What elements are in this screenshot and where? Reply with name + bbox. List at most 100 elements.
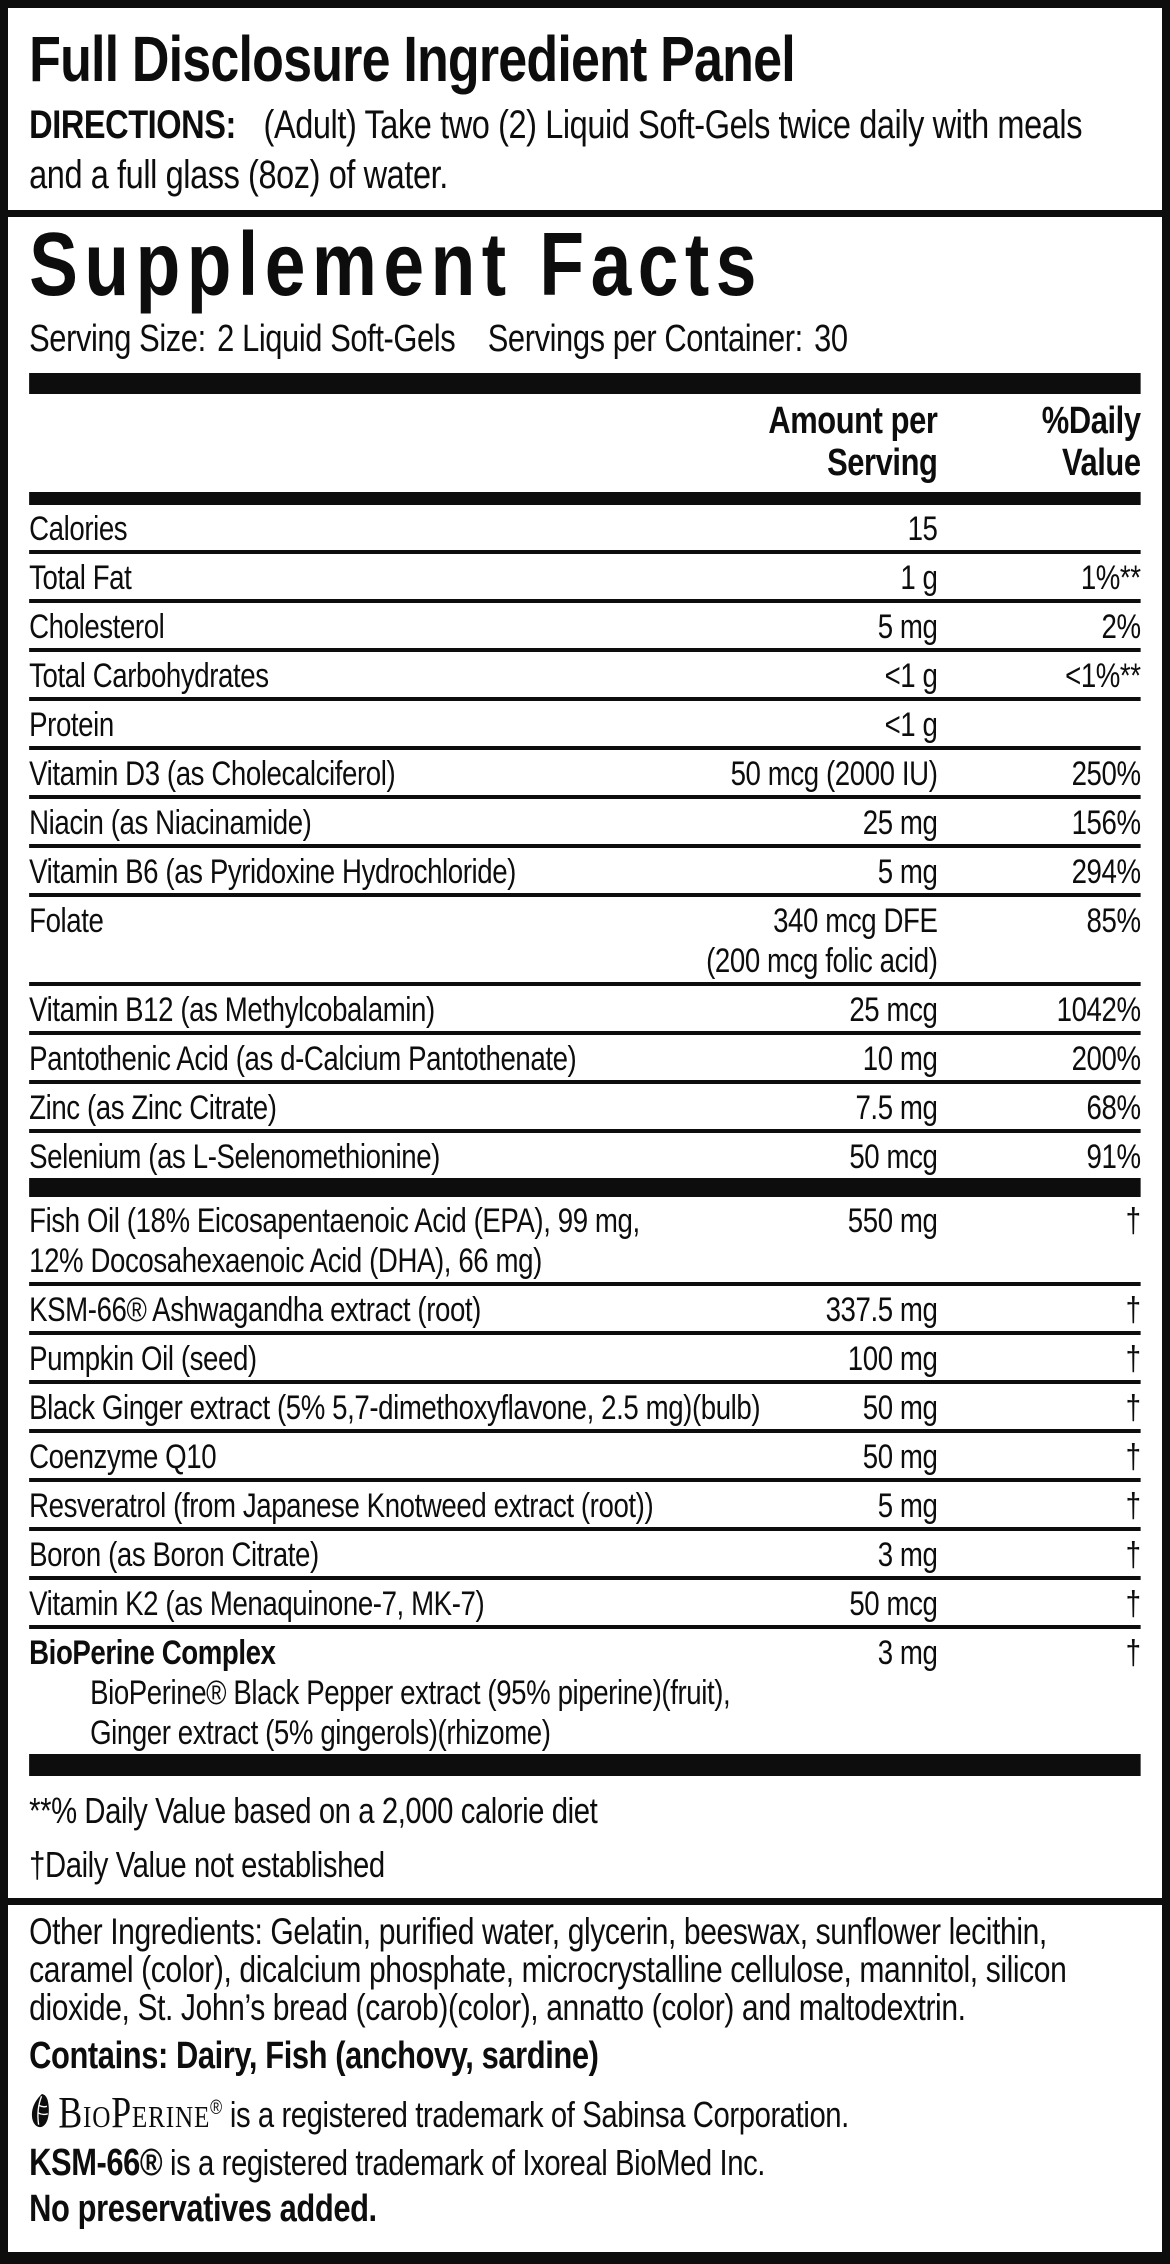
ingredient-amount: 25 mg bbox=[862, 804, 938, 842]
ingredient-amount: 50 mcg (2000 IU) bbox=[730, 755, 938, 793]
ingredient-amount: 3 mg bbox=[877, 1536, 938, 1574]
ingredient-daily-value: 85% bbox=[1086, 902, 1141, 940]
table-row: Pumpkin Oil (seed) 100 mg † bbox=[29, 1335, 1141, 1384]
ingredient-amount: 5 mg bbox=[877, 1487, 938, 1525]
ingredient-amount: 50 mg bbox=[862, 1389, 938, 1427]
ksm-trademark-text: is a registered trademark of Ixoreal Bio… bbox=[170, 2142, 766, 2183]
bioperine-brand: BioPerine bbox=[58, 2088, 211, 2137]
footnote-dagger: †Daily Value not established bbox=[29, 1844, 385, 1885]
ingredient-daily-value: 200% bbox=[1071, 1040, 1141, 1078]
table-row: Calories 15 bbox=[29, 505, 1141, 554]
ingredient-amount: 3 mg bbox=[877, 1634, 938, 1672]
table-row: KSM-66® Ashwagandha extract (root) 337.5 … bbox=[29, 1286, 1141, 1335]
table-row: Cholesterol 5 mg 2% bbox=[29, 603, 1141, 652]
table-row: Total Carbohydrates <1 g <1%** bbox=[29, 652, 1141, 701]
ingredient-name: Niacin (as Niacinamide) bbox=[29, 804, 312, 842]
ingredient-name: BioPerine Complex BioPerine® Black Pepper… bbox=[29, 1633, 878, 1753]
directions-label: DIRECTIONS: bbox=[29, 103, 236, 147]
ingredient-daily-value: 1%** bbox=[1080, 559, 1141, 597]
ingredient-daily-value: † bbox=[1125, 1389, 1141, 1427]
ingredient-name: Total Fat bbox=[29, 559, 132, 597]
registered-mark: ® bbox=[210, 2097, 222, 2119]
ingredient-name: Vitamin K2 (as Menaquinone-7, MK-7) bbox=[29, 1585, 485, 1623]
bioperine-leaf-icon bbox=[31, 2093, 49, 2127]
ingredient-name: Resveratrol (from Japanese Knotweed extr… bbox=[29, 1487, 654, 1525]
thick-rule bbox=[29, 1178, 1141, 1197]
supplement-facts-title: Supplement Facts bbox=[29, 217, 763, 315]
table-row: Boron (as Boron Citrate) 3 mg † bbox=[29, 1531, 1141, 1580]
table-row: Resveratrol (from Japanese Knotweed extr… bbox=[29, 1482, 1141, 1531]
supplement-facts-panel: Supplement Facts Serving Size: 2 Liquid S… bbox=[8, 217, 1162, 1898]
table-row: Selenium (as L-Selenomethionine) 50 mcg 91… bbox=[29, 1133, 1141, 1178]
table-row: Fish Oil (18% Eicosapentaenoic Acid (EPA… bbox=[29, 1197, 1141, 1286]
ingredient-sub-item: BioPerine® Black Pepper extract (95% pip… bbox=[90, 1674, 731, 1712]
ingredient-amount: 7.5 mg bbox=[855, 1089, 938, 1127]
ingredient-amount: 50 mg bbox=[862, 1438, 938, 1476]
no-preservatives-statement: No preservatives added. bbox=[29, 2188, 377, 2230]
ingredient-amount: 550 mg bbox=[847, 1202, 938, 1240]
ingredient-amount: <1 g bbox=[884, 657, 938, 695]
directions-text: (Adult) Take two (2) Liquid Soft-Gels tw… bbox=[29, 103, 1083, 197]
footnote-daily-value: **% Daily Value based on a 2,000 calorie… bbox=[29, 1790, 598, 1831]
table-row: Protein <1 g bbox=[29, 701, 1141, 750]
ingredient-name: Boron (as Boron Citrate) bbox=[29, 1536, 319, 1574]
ingredient-sub-item: Ginger extract (5% gingerols)(rhizome) bbox=[90, 1714, 551, 1752]
ingredient-daily-value: 68% bbox=[1086, 1089, 1141, 1127]
ingredient-amount: 1 g bbox=[900, 559, 938, 597]
table-row: Niacin (as Niacinamide) 25 mg 156% bbox=[29, 799, 1141, 848]
ingredient-name: Vitamin B12 (as Methylcobalamin) bbox=[29, 991, 435, 1029]
ingredient-daily-value: † bbox=[1125, 1291, 1141, 1329]
daily-value-column-header: %Daily Value bbox=[1041, 400, 1141, 484]
table-row: BioPerine Complex BioPerine® Black Pepper… bbox=[29, 1629, 1141, 1754]
ingredient-name: Total Carbohydrates bbox=[29, 657, 269, 695]
ingredient-daily-value: 156% bbox=[1071, 804, 1141, 842]
ingredient-name: Pantothenic Acid (as d-Calcium Pantothen… bbox=[29, 1040, 577, 1078]
ingredient-daily-value: 294% bbox=[1071, 853, 1141, 891]
ingredient-daily-value: <1%** bbox=[1065, 657, 1141, 695]
ingredient-amount: 50 mcg bbox=[849, 1585, 938, 1623]
ingredient-name: Zinc (as Zinc Citrate) bbox=[29, 1089, 277, 1127]
section-divider bbox=[8, 1898, 1162, 1905]
table-row: Coenzyme Q10 50 mg † bbox=[29, 1433, 1141, 1482]
ingredient-name: Cholesterol bbox=[29, 608, 165, 646]
ingredient-amount: 10 mg bbox=[862, 1040, 938, 1078]
ingredient-name: Fish Oil (18% Eicosapentaenoic Acid (EPA… bbox=[29, 1202, 640, 1280]
ingredient-name: Folate bbox=[29, 902, 104, 940]
ingredient-name: Vitamin B6 (as Pyridoxine Hydrochloride) bbox=[29, 853, 516, 891]
ingredient-amount: 5 mg bbox=[877, 608, 938, 646]
other-ingredients-text: Other Ingredients: Gelatin, purified wat… bbox=[29, 1911, 1067, 2028]
ingredient-name: Calories bbox=[29, 510, 128, 548]
panel-title: Full Disclosure Ingredient Panel bbox=[29, 23, 796, 95]
bioperine-trademark-line: BioPerine® is a registered trademark of S… bbox=[29, 2085, 1141, 2138]
table-row: Vitamin B6 (as Pyridoxine Hydrochloride)… bbox=[29, 848, 1141, 897]
section-divider bbox=[8, 210, 1162, 217]
ingredient-amount: 100 mg bbox=[847, 1340, 938, 1378]
other-ingredients-panel: Other Ingredients: Gelatin, purified wat… bbox=[8, 1905, 1162, 2252]
ingredient-amount: 340 mcg DFE (200 mcg folic acid) bbox=[706, 902, 938, 980]
table-row: Black Ginger extract (5% 5,7-dimethoxyfl… bbox=[29, 1384, 1141, 1433]
bioperine-trademark-text: is a registered trademark of Sabinsa Cor… bbox=[229, 2094, 849, 2135]
ingredient-daily-value: † bbox=[1125, 1585, 1141, 1623]
ingredient-amount: 15 bbox=[907, 510, 938, 548]
table-row: Vitamin D3 (as Cholecalciferol) 50 mcg (2… bbox=[29, 750, 1141, 799]
ingredient-name: Pumpkin Oil (seed) bbox=[29, 1340, 257, 1378]
ingredient-amount: 5 mg bbox=[877, 853, 938, 891]
ingredient-daily-value: † bbox=[1125, 1438, 1141, 1476]
ingredient-name: Black Ginger extract (5% 5,7-dimethoxyfl… bbox=[29, 1389, 761, 1427]
table-header: Amount per Serving %Daily Value bbox=[29, 394, 1141, 492]
table-row: Vitamin K2 (as Menaquinone-7, MK-7) 50 mc… bbox=[29, 1580, 1141, 1629]
directions-paragraph: DIRECTIONS: (Adult) Take two (2) Liquid S… bbox=[29, 100, 1141, 200]
ingredient-amount: 337.5 mg bbox=[825, 1291, 938, 1329]
servings-per-container-label: Servings per Container: bbox=[487, 318, 803, 360]
serving-info: Serving Size: 2 Liquid Soft-Gels Servings … bbox=[29, 317, 1141, 361]
directions-panel: Full Disclosure Ingredient Panel DIRECTI… bbox=[8, 8, 1162, 210]
ingredient-amount: 50 mcg bbox=[849, 1138, 938, 1176]
serving-size-label: Serving Size: bbox=[29, 318, 206, 360]
thick-rule bbox=[29, 373, 1141, 394]
ingredient-daily-value: 91% bbox=[1086, 1138, 1141, 1176]
ingredient-amount: <1 g bbox=[884, 706, 938, 744]
ingredient-daily-value: 2% bbox=[1101, 608, 1142, 646]
table-row: Vitamin B12 (as Methylcobalamin) 25 mcg 10… bbox=[29, 986, 1141, 1035]
thick-rule bbox=[29, 492, 1141, 505]
